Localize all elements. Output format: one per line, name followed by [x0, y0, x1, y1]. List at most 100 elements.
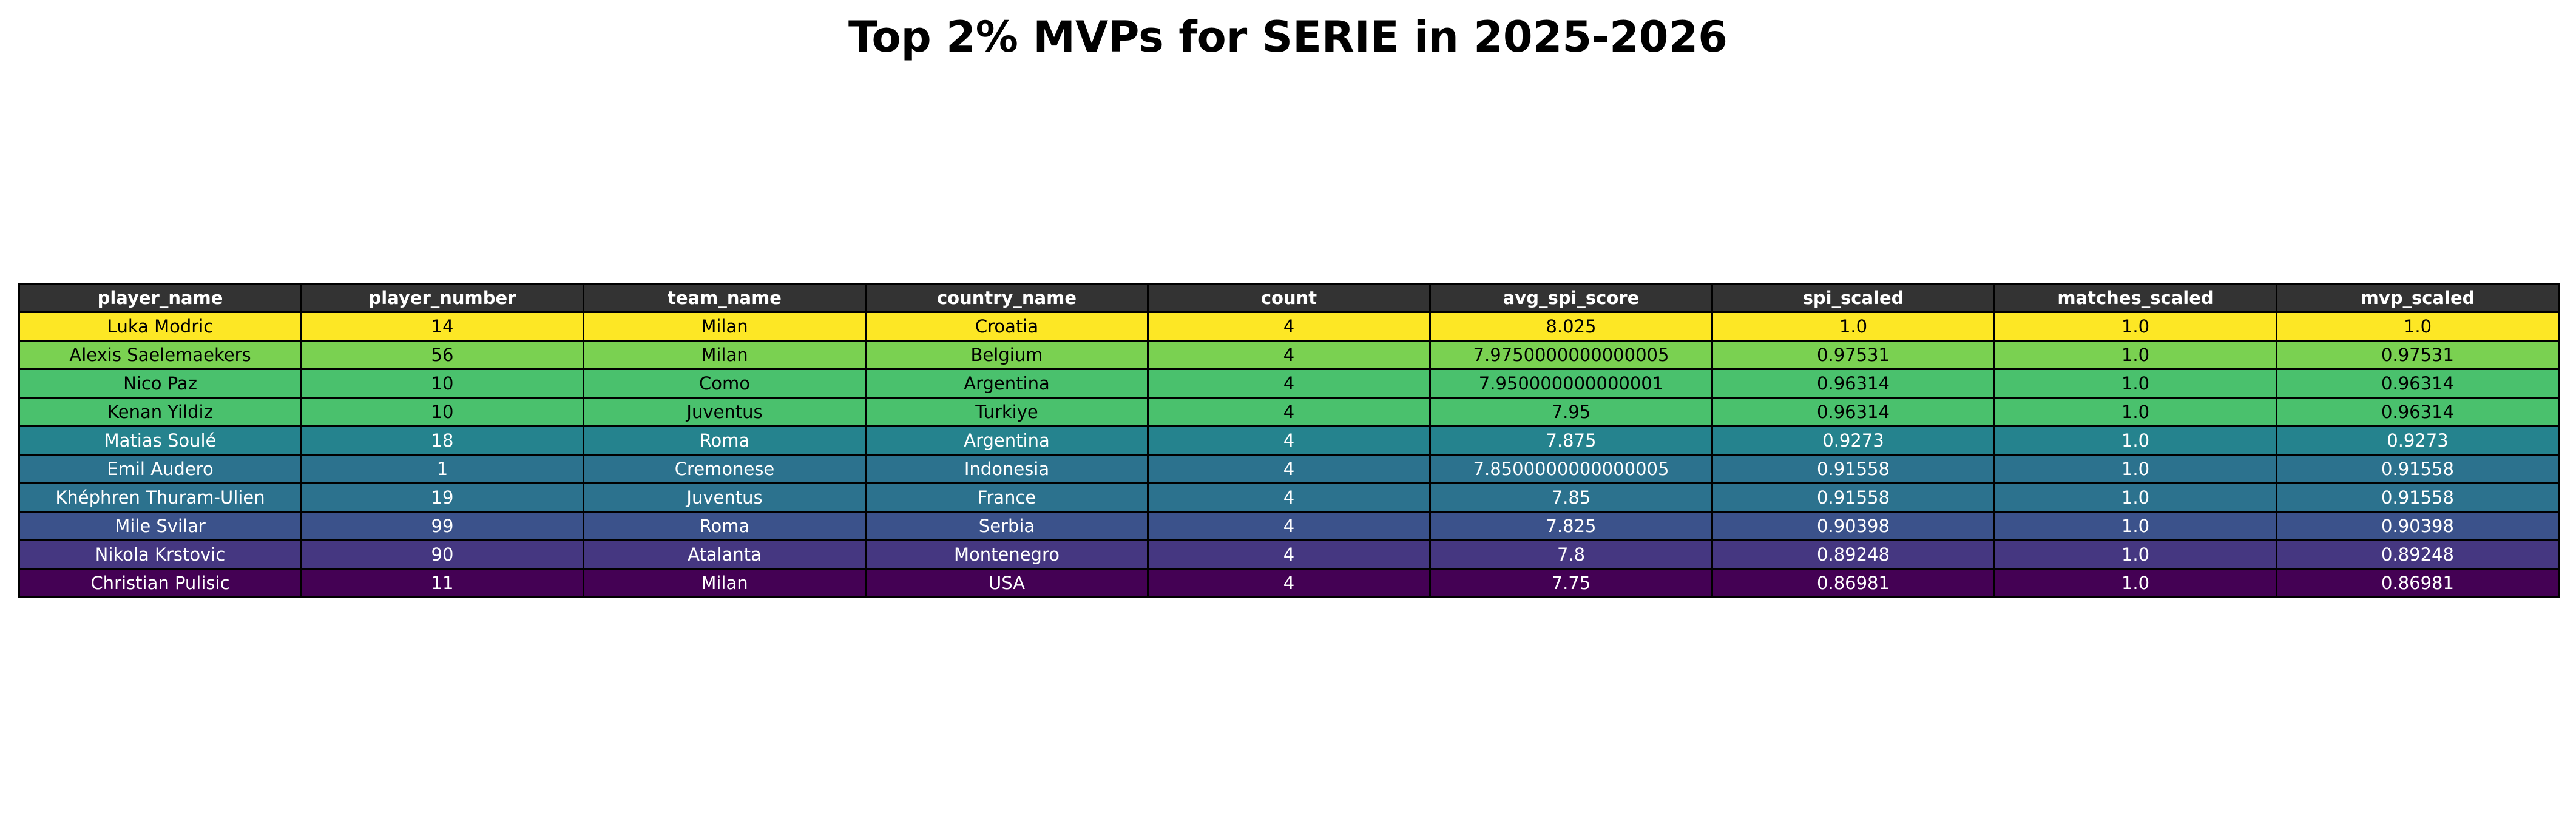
- table-cell-avg-spi-score: 7.75: [1429, 568, 1713, 598]
- table-cell-player-name: Emil Audero: [18, 454, 302, 484]
- table-cell-player-name: Nico Paz: [18, 368, 302, 399]
- table-cell-country-name: Argentina: [865, 425, 1149, 456]
- table-cell-player-name: Mile Svilar: [18, 511, 302, 541]
- table-row: Matias Soulé 18 Roma Argentina 4 7.875 0.9273 1…: [18, 425, 2560, 456]
- table-cell-spi-scaled: 1.0: [1711, 311, 1995, 342]
- header-row: player_name player_number team_name country…: [18, 283, 2560, 313]
- table-cell-player-name: Khéphren Thuram-Ulien: [18, 482, 302, 513]
- table-cell-matches-scaled: 1.0: [1993, 568, 2277, 598]
- column-header-mvp-scaled: mvp_scaled: [2276, 283, 2560, 313]
- column-header-player-number: player_number: [300, 283, 584, 313]
- table-cell-country-name: France: [865, 482, 1149, 513]
- table-cell-spi-scaled: 0.90398: [1711, 511, 1995, 541]
- table-cell-spi-scaled: 0.89248: [1711, 539, 1995, 570]
- table-cell-mvp-scaled: 0.89248: [2276, 539, 2560, 570]
- table-cell-player-number: 90: [300, 539, 584, 570]
- column-header-country-name: country_name: [865, 283, 1149, 313]
- table-cell-team-name: Juventus: [583, 482, 867, 513]
- table-cell-country-name: Argentina: [865, 368, 1149, 399]
- column-header-spi-scaled: spi_scaled: [1711, 283, 1995, 313]
- table-cell-count: 4: [1147, 340, 1431, 370]
- column-header-team-name: team_name: [583, 283, 867, 313]
- table-cell-player-number: 11: [300, 568, 584, 598]
- table-cell-team-name: Cremonese: [583, 454, 867, 484]
- table-header: player_name player_number team_name country…: [18, 283, 2560, 313]
- table-cell-player-number: 10: [300, 397, 584, 427]
- column-header-matches-scaled: matches_scaled: [1993, 283, 2277, 313]
- column-header-player-name: player_name: [18, 283, 302, 313]
- table-row: Nico Paz 10 Como Argentina 4 7.95000000000000…: [18, 368, 2560, 399]
- table-cell-spi-scaled: 0.86981: [1711, 568, 1995, 598]
- mvp-table: player_name player_number team_name country…: [18, 283, 2560, 598]
- table-cell-country-name: Croatia: [865, 311, 1149, 342]
- table-cell-matches-scaled: 1.0: [1993, 454, 2277, 484]
- table-cell-count: 4: [1147, 539, 1431, 570]
- table-cell-avg-spi-score: 7.825: [1429, 511, 1713, 541]
- table-cell-avg-spi-score: 7.875: [1429, 425, 1713, 456]
- table-cell-spi-scaled: 0.9273: [1711, 425, 1995, 456]
- column-header-avg-spi-score: avg_spi_score: [1429, 283, 1713, 313]
- table-cell-count: 4: [1147, 311, 1431, 342]
- table-cell-spi-scaled: 0.91558: [1711, 454, 1995, 484]
- table-row: Khéphren Thuram-Ulien 19 Juventus France 4 7.…: [18, 482, 2560, 513]
- table-cell-country-name: Serbia: [865, 511, 1149, 541]
- table-cell-team-name: Milan: [583, 311, 867, 342]
- table-cell-team-name: Como: [583, 368, 867, 399]
- table-cell-spi-scaled: 0.96314: [1711, 368, 1995, 399]
- table-cell-spi-scaled: 0.97531: [1711, 340, 1995, 370]
- table-cell-count: 4: [1147, 482, 1431, 513]
- table-row: Nikola Krstovic 90 Atalanta Montenegro 4 7.8 0…: [18, 539, 2560, 570]
- table-row: Mile Svilar 99 Roma Serbia 4 7.825 0.90398 1.0 0…: [18, 511, 2560, 541]
- table-cell-country-name: Indonesia: [865, 454, 1149, 484]
- table-cell-avg-spi-score: 7.8500000000000005: [1429, 454, 1713, 484]
- table-cell-team-name: Juventus: [583, 397, 867, 427]
- table-cell-mvp-scaled: 0.96314: [2276, 397, 2560, 427]
- table-cell-player-number: 19: [300, 482, 584, 513]
- table-cell-player-number: 1: [300, 454, 584, 484]
- table-cell-avg-spi-score: 7.950000000000001: [1429, 368, 1713, 399]
- table-cell-count: 4: [1147, 397, 1431, 427]
- table-row: Christian Pulisic 11 Milan USA 4 7.75 0.86981 1…: [18, 568, 2560, 598]
- table-cell-count: 4: [1147, 511, 1431, 541]
- table-cell-matches-scaled: 1.0: [1993, 311, 2277, 342]
- table-cell-matches-scaled: 1.0: [1993, 511, 2277, 541]
- table-row: Alexis Saelemaekers 56 Milan Belgium 4 7.9750…: [18, 340, 2560, 370]
- table-cell-player-number: 56: [300, 340, 584, 370]
- table-body: Luka Modric 14 Milan Croatia 4 8.025 1.0 1.0 1.0…: [18, 311, 2560, 598]
- table-cell-matches-scaled: 1.0: [1993, 368, 2277, 399]
- table-cell-player-number: 99: [300, 511, 584, 541]
- table-cell-player-name: Kenan Yildiz: [18, 397, 302, 427]
- table-cell-team-name: Milan: [583, 340, 867, 370]
- table-cell-player-number: 10: [300, 368, 584, 399]
- table-cell-mvp-scaled: 0.97531: [2276, 340, 2560, 370]
- table-row: Emil Audero 1 Cremonese Indonesia 4 7.8500000…: [18, 454, 2560, 484]
- table-cell-team-name: Atalanta: [583, 539, 867, 570]
- table-cell-player-number: 14: [300, 311, 584, 342]
- chart-title: Top 2% MVPs for SERIE in 2025-2026: [848, 12, 1728, 62]
- table-cell-spi-scaled: 0.96314: [1711, 397, 1995, 427]
- table-cell-country-name: Belgium: [865, 340, 1149, 370]
- table-cell-mvp-scaled: 0.96314: [2276, 368, 2560, 399]
- table-row: Luka Modric 14 Milan Croatia 4 8.025 1.0 1.0 1.0: [18, 311, 2560, 342]
- table-cell-avg-spi-score: 7.95: [1429, 397, 1713, 427]
- table-cell-player-name: Nikola Krstovic: [18, 539, 302, 570]
- table-cell-team-name: Milan: [583, 568, 867, 598]
- table-cell-spi-scaled: 0.91558: [1711, 482, 1995, 513]
- mvp-table-container: player_name player_number team_name country…: [18, 283, 2560, 598]
- table-cell-count: 4: [1147, 425, 1431, 456]
- table-cell-avg-spi-score: 8.025: [1429, 311, 1713, 342]
- table-cell-player-name: Christian Pulisic: [18, 568, 302, 598]
- table-cell-mvp-scaled: 1.0: [2276, 311, 2560, 342]
- column-header-count: count: [1147, 283, 1431, 313]
- table-cell-player-name: Luka Modric: [18, 311, 302, 342]
- table-cell-count: 4: [1147, 454, 1431, 484]
- table-cell-matches-scaled: 1.0: [1993, 482, 2277, 513]
- table-cell-mvp-scaled: 0.86981: [2276, 568, 2560, 598]
- table-cell-matches-scaled: 1.0: [1993, 425, 2277, 456]
- table-cell-country-name: Turkiye: [865, 397, 1149, 427]
- table-cell-matches-scaled: 1.0: [1993, 340, 2277, 370]
- table-cell-matches-scaled: 1.0: [1993, 539, 2277, 570]
- table-cell-player-name: Alexis Saelemaekers: [18, 340, 302, 370]
- table-row: Kenan Yildiz 10 Juventus Turkiye 4 7.95 0.9631…: [18, 397, 2560, 427]
- table-cell-count: 4: [1147, 368, 1431, 399]
